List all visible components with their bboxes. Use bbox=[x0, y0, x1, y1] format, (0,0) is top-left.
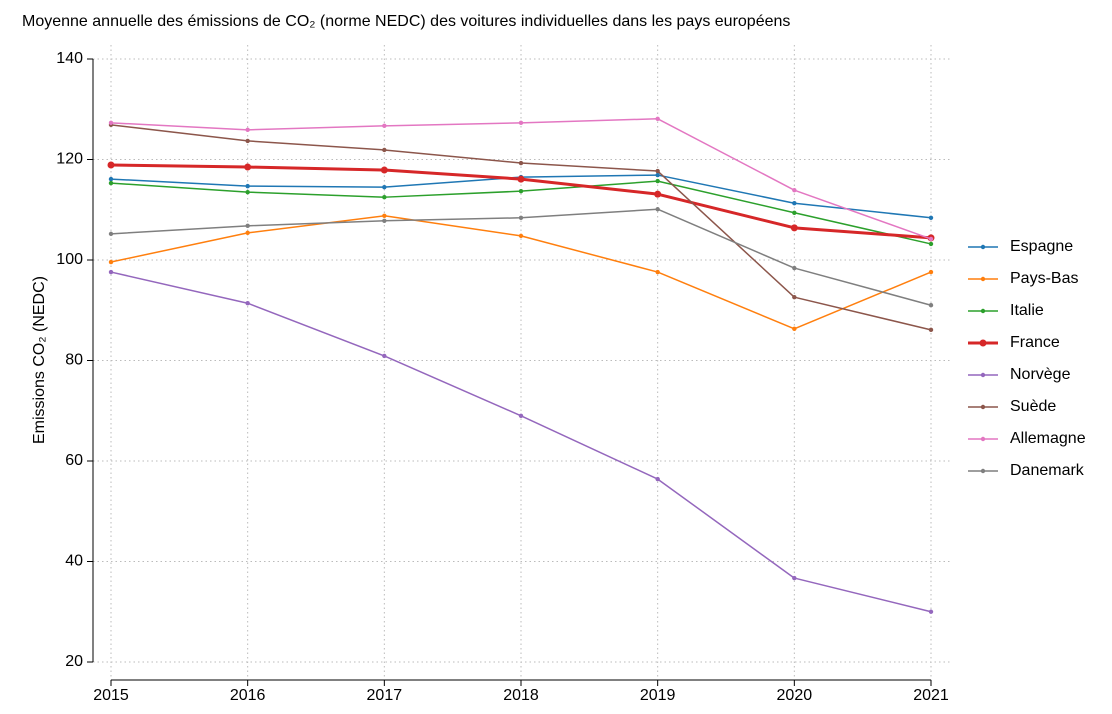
legend-label: Danemark bbox=[1010, 462, 1085, 479]
data-point bbox=[245, 127, 250, 133]
data-point bbox=[655, 168, 660, 174]
data-point bbox=[108, 259, 114, 265]
data-point bbox=[792, 575, 797, 581]
data-point bbox=[108, 231, 114, 237]
legend-marker bbox=[980, 244, 986, 250]
legend-marker bbox=[980, 404, 986, 410]
data-point bbox=[792, 201, 797, 206]
data-point bbox=[382, 218, 387, 224]
data-point bbox=[518, 233, 524, 239]
data-point bbox=[928, 215, 934, 220]
x-tick-label: 2016 bbox=[230, 687, 266, 704]
legend-marker bbox=[980, 468, 986, 474]
data-point bbox=[108, 120, 114, 126]
data-point bbox=[245, 223, 250, 229]
legend-label: Norvège bbox=[1010, 366, 1071, 383]
y-tick-label: 140 bbox=[56, 50, 83, 67]
x-tick-label: 2017 bbox=[367, 687, 403, 704]
legend-marker bbox=[979, 339, 987, 347]
y-tick-label: 100 bbox=[56, 251, 83, 268]
data-point bbox=[655, 172, 660, 178]
data-point bbox=[655, 207, 660, 212]
data-point bbox=[928, 269, 934, 275]
data-point bbox=[108, 269, 114, 275]
data-point bbox=[245, 189, 250, 195]
data-point bbox=[382, 147, 387, 153]
y-tick-label: 80 bbox=[65, 352, 83, 369]
data-point bbox=[792, 294, 797, 300]
data-point bbox=[245, 138, 250, 144]
data-point bbox=[382, 184, 387, 190]
legend-label: Pays-Bas bbox=[1010, 270, 1078, 287]
data-point bbox=[245, 183, 250, 189]
y-axis-label: Emissions CO₂ (NEDC) bbox=[31, 276, 48, 444]
legend-label: Italie bbox=[1010, 302, 1044, 319]
data-point bbox=[108, 176, 114, 182]
legend-label: Suède bbox=[1010, 398, 1056, 415]
data-point bbox=[382, 123, 387, 129]
data-point bbox=[655, 476, 660, 482]
y-tick-label: 60 bbox=[65, 452, 83, 469]
data-point bbox=[108, 180, 114, 186]
y-tick-label: 120 bbox=[56, 151, 83, 168]
legend-label: Allemagne bbox=[1010, 430, 1086, 447]
y-tick-label: 40 bbox=[65, 553, 83, 570]
legend-label: France bbox=[1010, 334, 1060, 351]
data-point bbox=[928, 236, 934, 242]
legend-marker bbox=[980, 276, 986, 282]
data-point bbox=[928, 241, 934, 247]
x-tick-label: 2021 bbox=[913, 687, 949, 704]
data-point bbox=[245, 230, 250, 236]
data-point bbox=[382, 194, 387, 200]
data-point bbox=[518, 120, 524, 126]
x-tick-label: 2015 bbox=[93, 687, 129, 704]
data-point bbox=[518, 215, 524, 220]
legend-marker bbox=[980, 308, 986, 314]
legend-marker bbox=[980, 436, 986, 442]
data-point bbox=[518, 160, 524, 166]
data-point bbox=[792, 210, 797, 215]
data-point bbox=[654, 190, 662, 198]
data-point bbox=[928, 609, 934, 614]
data-point bbox=[792, 326, 797, 332]
chart-title: Moyenne annuelle des émissions de CO₂ (n… bbox=[22, 13, 790, 30]
legend-label: Espagne bbox=[1010, 238, 1073, 255]
data-point bbox=[792, 265, 797, 271]
data-point bbox=[245, 301, 250, 306]
data-point bbox=[792, 187, 797, 193]
data-point bbox=[655, 178, 660, 184]
x-tick-label: 2020 bbox=[777, 687, 813, 704]
y-tick-label: 20 bbox=[65, 653, 83, 670]
data-point bbox=[382, 353, 387, 359]
data-point bbox=[517, 175, 525, 183]
data-point bbox=[928, 303, 934, 308]
x-tick-label: 2019 bbox=[640, 687, 676, 704]
data-point bbox=[518, 413, 524, 418]
legend-marker bbox=[980, 372, 986, 378]
data-point bbox=[382, 213, 387, 218]
data-point bbox=[790, 224, 798, 232]
data-point bbox=[107, 161, 115, 169]
data-point bbox=[655, 269, 660, 275]
data-point bbox=[928, 327, 934, 333]
x-tick-label: 2018 bbox=[503, 687, 539, 704]
data-point bbox=[518, 188, 524, 194]
data-point bbox=[244, 163, 252, 171]
data-point bbox=[380, 166, 388, 174]
data-point bbox=[655, 116, 660, 121]
